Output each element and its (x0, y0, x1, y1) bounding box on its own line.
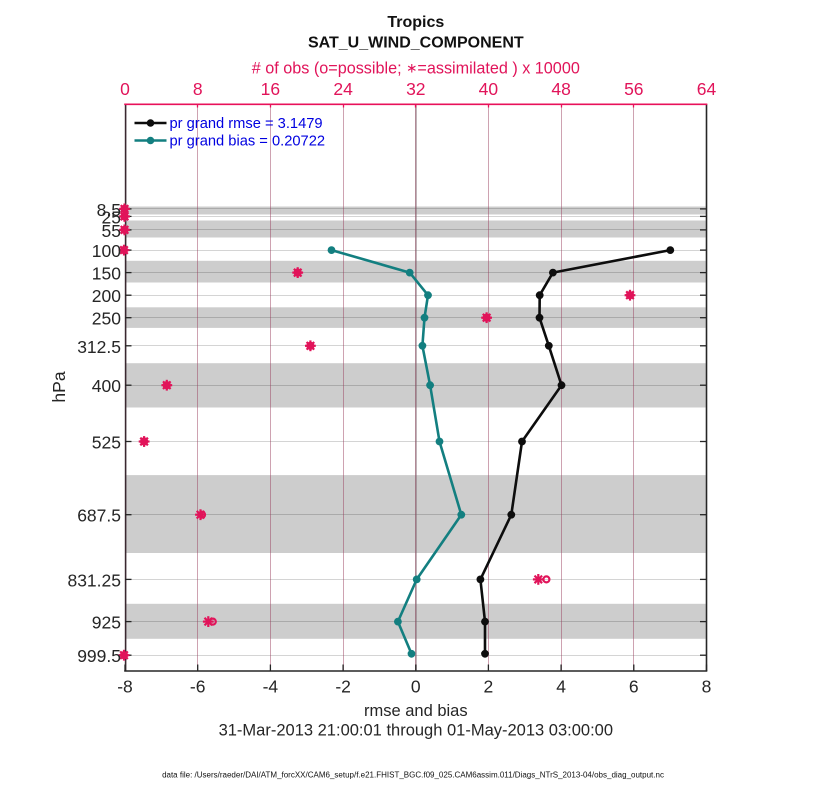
svg-text:525: 525 (92, 433, 121, 453)
svg-text:100: 100 (92, 241, 121, 261)
svg-text:56: 56 (624, 79, 643, 99)
svg-text:0: 0 (120, 79, 130, 99)
svg-text:64: 64 (697, 79, 717, 99)
svg-text:Tropics: Tropics (387, 14, 444, 31)
svg-text:-2: -2 (335, 677, 351, 697)
svg-text:24: 24 (333, 79, 353, 99)
svg-text:8: 8 (193, 79, 203, 99)
svg-text:8.5: 8.5 (97, 200, 121, 220)
svg-text:32: 32 (406, 79, 425, 99)
svg-text:SAT_U_WIND_COMPONENT: SAT_U_WIND_COMPONENT (308, 35, 524, 52)
svg-text:400: 400 (92, 376, 121, 396)
svg-text:31-Mar-2013 21:00:01 through 0: 31-Mar-2013 21:00:01 through 01-May-2013… (219, 722, 613, 740)
svg-text:16: 16 (261, 79, 280, 99)
svg-text:200: 200 (92, 286, 121, 306)
svg-text:831.25: 831.25 (67, 570, 121, 590)
svg-text:-6: -6 (190, 677, 206, 697)
svg-text:0: 0 (411, 677, 421, 697)
svg-text:pr grand bias = 0.20722: pr grand bias = 0.20722 (170, 134, 326, 150)
svg-text:rmse and bias: rmse and bias (364, 702, 468, 720)
svg-text:40: 40 (479, 79, 499, 99)
svg-text:6: 6 (629, 677, 639, 697)
svg-text:999.5: 999.5 (77, 646, 121, 666)
svg-text:-4: -4 (263, 677, 279, 697)
svg-text:hPa: hPa (49, 371, 69, 402)
svg-text:# of obs (o=possible; ∗=assimi: # of obs (o=possible; ∗=assimilated ) x … (252, 60, 580, 78)
svg-text:925: 925 (92, 613, 121, 633)
svg-text:2: 2 (484, 677, 494, 697)
svg-text:data file: /Users/raeder/DAI/A: data file: /Users/raeder/DAI/ATM_forcXX/… (162, 770, 664, 779)
svg-text:8: 8 (702, 677, 712, 697)
svg-text:4: 4 (556, 677, 566, 697)
svg-text:48: 48 (551, 79, 570, 99)
svg-text:55: 55 (102, 221, 121, 241)
svg-text:pr grand rmse = 3.1479: pr grand rmse = 3.1479 (170, 116, 323, 132)
svg-text:250: 250 (92, 309, 121, 329)
svg-text:687.5: 687.5 (77, 506, 121, 526)
svg-text:-8: -8 (117, 677, 133, 697)
svg-text:150: 150 (92, 264, 121, 284)
svg-text:312.5: 312.5 (77, 337, 121, 357)
svg-text:25: 25 (102, 207, 121, 227)
